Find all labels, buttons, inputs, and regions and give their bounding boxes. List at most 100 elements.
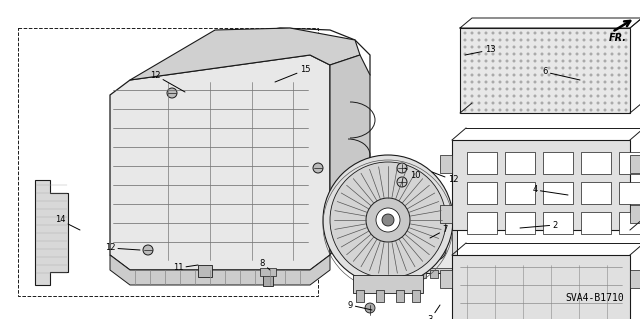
Bar: [619, 182, 640, 204]
Circle shape: [527, 87, 529, 91]
Circle shape: [527, 66, 529, 70]
Circle shape: [596, 60, 600, 63]
Circle shape: [499, 94, 502, 98]
Circle shape: [330, 162, 446, 278]
Circle shape: [520, 87, 522, 91]
Circle shape: [547, 101, 550, 105]
Circle shape: [604, 94, 607, 98]
Circle shape: [611, 66, 614, 70]
Circle shape: [561, 73, 564, 77]
Circle shape: [499, 53, 502, 56]
Circle shape: [618, 60, 621, 63]
Circle shape: [596, 46, 600, 48]
Text: 4: 4: [532, 186, 568, 195]
Circle shape: [506, 87, 509, 91]
Text: 15: 15: [275, 65, 310, 82]
Bar: [263, 270, 273, 286]
Circle shape: [561, 80, 564, 84]
Text: 7: 7: [430, 226, 448, 238]
Circle shape: [492, 46, 495, 48]
Circle shape: [611, 80, 614, 84]
Circle shape: [506, 46, 509, 48]
Circle shape: [604, 108, 607, 112]
Circle shape: [604, 101, 607, 105]
Circle shape: [527, 73, 529, 77]
Circle shape: [541, 53, 543, 56]
Circle shape: [534, 101, 536, 105]
Circle shape: [484, 80, 488, 84]
Circle shape: [625, 80, 627, 84]
Circle shape: [492, 39, 495, 41]
Circle shape: [520, 53, 522, 56]
Circle shape: [589, 32, 593, 34]
Circle shape: [589, 87, 593, 91]
Circle shape: [611, 46, 614, 48]
Text: 12: 12: [150, 70, 185, 92]
Circle shape: [568, 87, 572, 91]
Circle shape: [604, 80, 607, 84]
Circle shape: [492, 94, 495, 98]
Circle shape: [554, 73, 557, 77]
Circle shape: [547, 94, 550, 98]
Circle shape: [397, 177, 407, 187]
Circle shape: [541, 94, 543, 98]
Bar: [581, 182, 611, 204]
Circle shape: [547, 66, 550, 70]
Circle shape: [484, 108, 488, 112]
Circle shape: [589, 46, 593, 48]
Bar: [418, 270, 426, 278]
Circle shape: [575, 46, 579, 48]
Circle shape: [513, 101, 515, 105]
Circle shape: [575, 94, 579, 98]
Circle shape: [499, 73, 502, 77]
Circle shape: [604, 73, 607, 77]
Bar: [505, 152, 535, 174]
Bar: [420, 233, 452, 268]
Circle shape: [513, 73, 515, 77]
Circle shape: [534, 66, 536, 70]
Circle shape: [513, 46, 515, 48]
Circle shape: [611, 73, 614, 77]
Circle shape: [582, 39, 586, 41]
Circle shape: [611, 60, 614, 63]
Circle shape: [477, 87, 481, 91]
Bar: [396, 290, 404, 302]
Circle shape: [547, 87, 550, 91]
Circle shape: [568, 53, 572, 56]
Circle shape: [541, 108, 543, 112]
Circle shape: [492, 66, 495, 70]
Bar: [630, 155, 640, 173]
Circle shape: [463, 53, 467, 56]
Bar: [619, 152, 640, 174]
Circle shape: [568, 60, 572, 63]
Bar: [376, 290, 384, 302]
Circle shape: [575, 87, 579, 91]
Bar: [543, 152, 573, 174]
Circle shape: [568, 108, 572, 112]
Circle shape: [596, 32, 600, 34]
Bar: [467, 152, 497, 174]
Circle shape: [506, 66, 509, 70]
Bar: [543, 182, 573, 204]
Circle shape: [604, 66, 607, 70]
Circle shape: [618, 66, 621, 70]
Circle shape: [541, 60, 543, 63]
Circle shape: [167, 88, 177, 98]
Circle shape: [513, 108, 515, 112]
Circle shape: [492, 80, 495, 84]
Circle shape: [582, 80, 586, 84]
Bar: [630, 270, 640, 288]
Circle shape: [527, 53, 529, 56]
Text: FR.: FR.: [609, 33, 627, 43]
Bar: [260, 268, 276, 276]
Circle shape: [463, 46, 467, 48]
Circle shape: [470, 80, 474, 84]
Circle shape: [492, 53, 495, 56]
Circle shape: [554, 66, 557, 70]
Circle shape: [596, 101, 600, 105]
Circle shape: [541, 87, 543, 91]
Bar: [460, 28, 630, 113]
Text: 13: 13: [465, 46, 495, 55]
Circle shape: [575, 80, 579, 84]
Circle shape: [625, 101, 627, 105]
